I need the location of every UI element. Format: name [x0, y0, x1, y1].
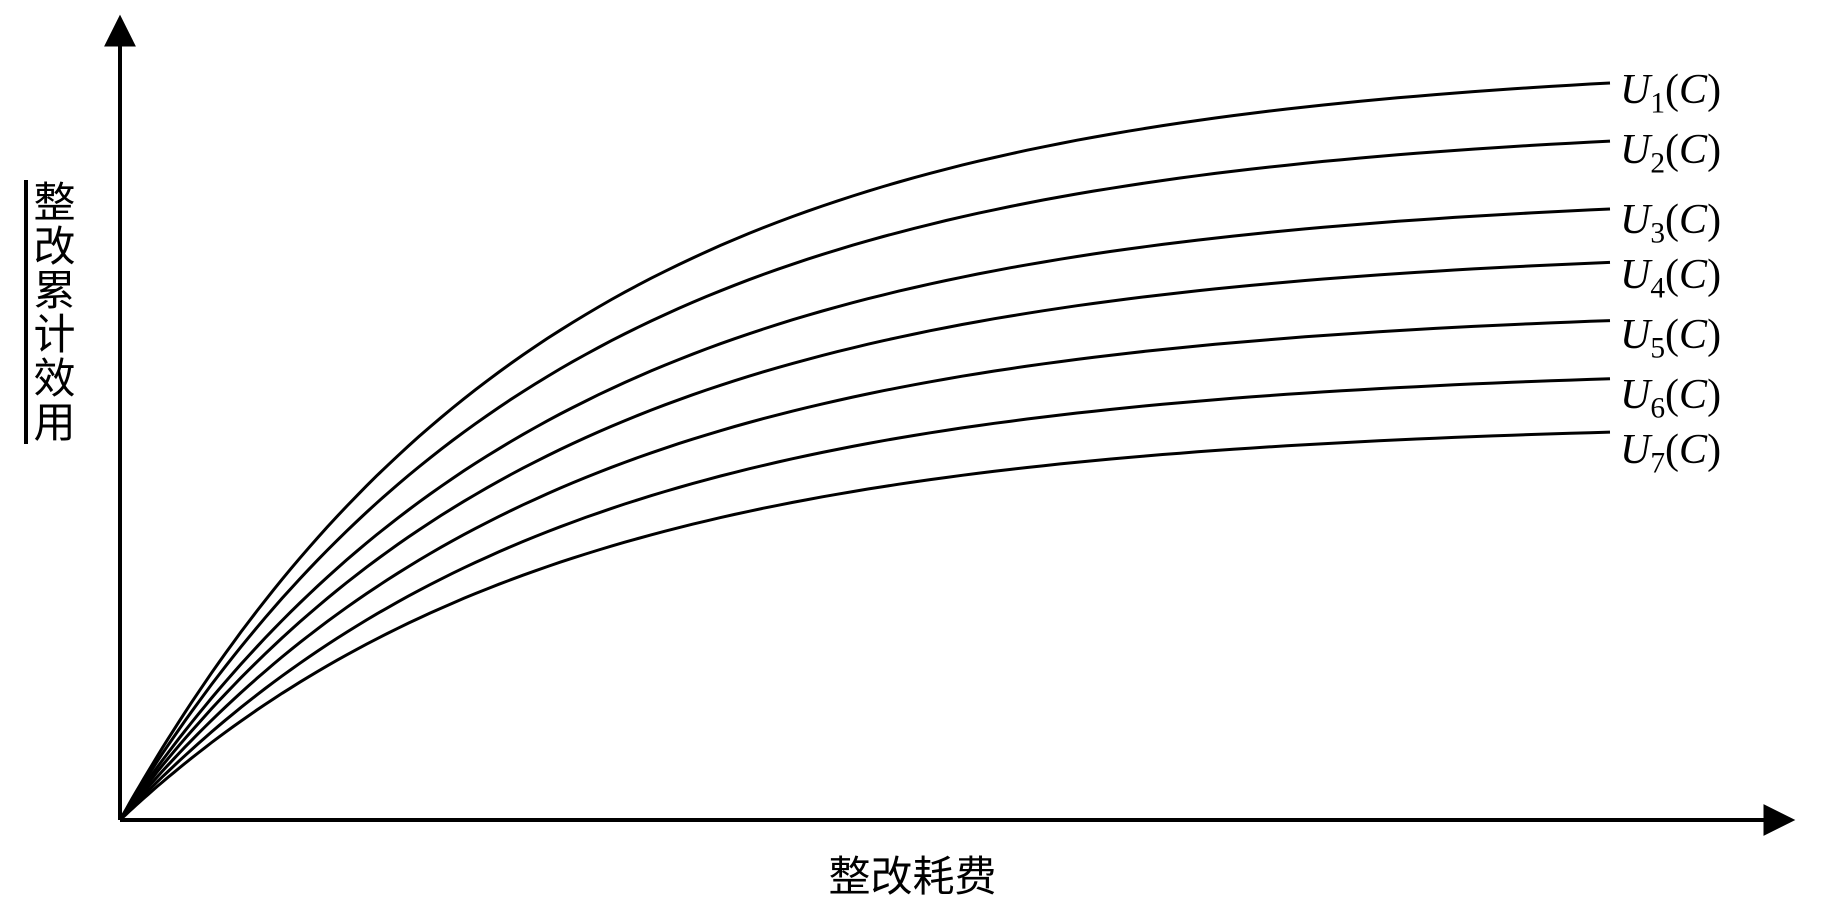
curve-label-U2: U2(C)	[1620, 126, 1721, 180]
y-axis-label: 整改累计效用	[20, 180, 81, 444]
x-axis-label: 整改耗费	[0, 843, 1825, 904]
curve-label-U4: U4(C)	[1620, 251, 1721, 305]
curve-label-U3: U3(C)	[1620, 196, 1721, 250]
utility-cost-chart: 整改累计效用 整改耗费 U1(C) U2(C) U3(C)U4(C) U5(C) U6(…	[0, 0, 1825, 912]
curve-U5	[120, 321, 1610, 820]
curve-label-U7: U7(C)	[1620, 426, 1721, 480]
curve-label-U5: U5(C)	[1620, 311, 1721, 365]
curve-U7	[120, 432, 1610, 820]
curve-U3	[120, 209, 1610, 820]
curve-U6	[120, 379, 1610, 820]
curve-U1	[120, 83, 1610, 820]
curve-label-U1: U1(C)	[1620, 66, 1721, 120]
curve-U2	[120, 141, 1610, 820]
curve-U4	[120, 262, 1610, 820]
curve-label-U6: U6(C)	[1620, 371, 1721, 425]
chart-svg	[0, 0, 1825, 912]
